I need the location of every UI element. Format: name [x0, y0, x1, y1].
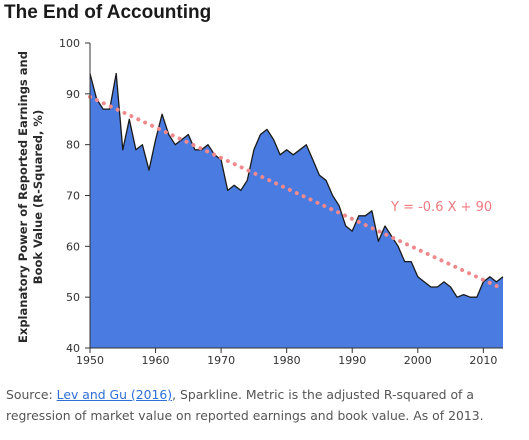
- y-axis-label-line: Explanatory Power of Reported Earnings a…: [16, 51, 30, 343]
- x-tick-label: 1960: [142, 354, 170, 367]
- plot-area: Y = -0.6 X + 90: [88, 72, 505, 348]
- y-axis-label: Explanatory Power of Reported Earnings a…: [16, 51, 45, 343]
- y-tick-label: 90: [66, 88, 80, 101]
- x-tick-label: 1970: [207, 354, 235, 367]
- y-tick-label: 100: [59, 37, 80, 50]
- trendline-equation: Y = -0.6 X + 90: [390, 200, 492, 215]
- trendline: [88, 94, 505, 292]
- y-tick-label: 50: [66, 291, 80, 304]
- axes: 40 50 60 70 80 90 100 1950 1960 1970 1980 1990 2000 2…: [16, 37, 503, 367]
- y-tick-label: 80: [66, 139, 80, 152]
- chart-title: The End of Accounting: [4, 2, 212, 23]
- y-tick-label: 70: [66, 190, 80, 203]
- source-prefix: Source:: [6, 387, 57, 402]
- y-tick-label: 40: [66, 342, 80, 355]
- x-tick-label: 1980: [273, 354, 301, 367]
- x-tick-label: 2010: [469, 354, 497, 367]
- x-tick-label: 1950: [76, 354, 104, 367]
- x-tick-label: 2000: [404, 354, 432, 367]
- y-tick-label: 60: [66, 240, 80, 253]
- area-fill: [90, 73, 503, 348]
- source-description: , Sparkline. Metric is the adjusted R-sq…: [6, 387, 484, 423]
- source-note: Source: Lev and Gu (2016), Sparkline. Me…: [6, 384, 524, 426]
- y-axis-label-line: Book Value (R-Squared, %): [31, 110, 45, 284]
- series-line: [89, 72, 504, 298]
- source-link[interactable]: Lev and Gu (2016): [56, 387, 173, 402]
- x-tick-label: 1990: [338, 354, 366, 367]
